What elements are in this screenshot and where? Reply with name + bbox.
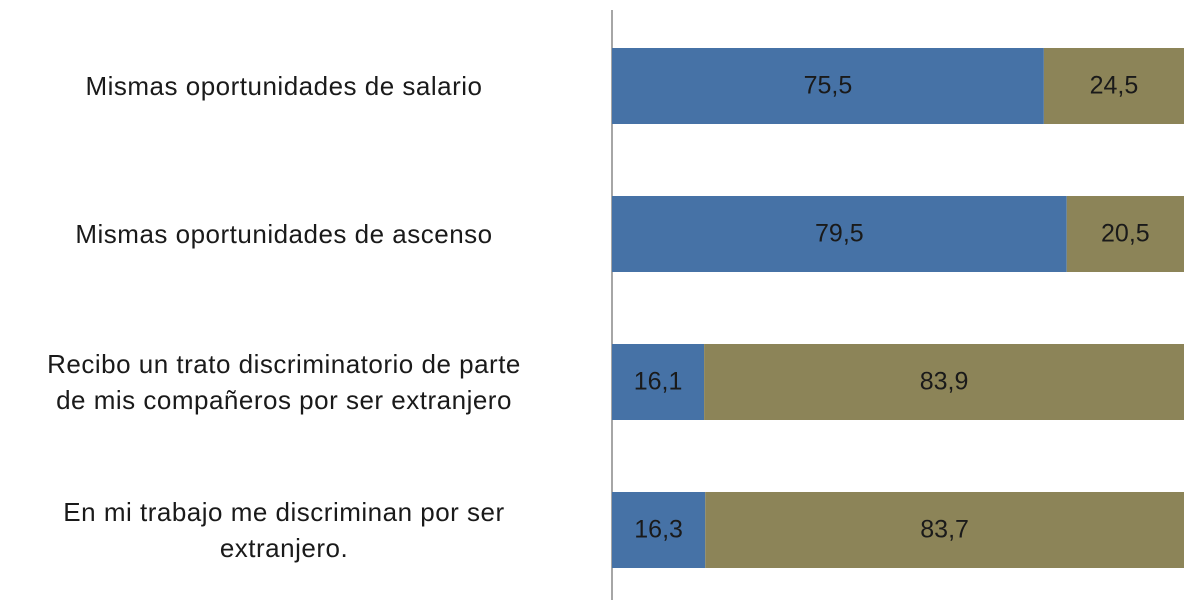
value-label: 79,5: [815, 220, 864, 248]
category-label: Mismas oportunidades de ascenso: [75, 219, 493, 249]
category-label: En mi trabajo me discriminan por ser ext…: [63, 497, 505, 563]
value-label: 20,5: [1101, 220, 1150, 248]
value-label: 83,7: [920, 516, 969, 544]
bar-segment: [1066, 196, 1184, 272]
bar-segment: [612, 344, 705, 420]
bar-segment: [612, 492, 706, 568]
bar-segment: [705, 492, 1184, 568]
bar-segment: [704, 344, 1184, 420]
bar-segment: [1043, 48, 1184, 124]
bar-segment: [612, 196, 1067, 272]
category-label: Mismas oportunidades de salario: [85, 71, 483, 101]
value-label: 24,5: [1090, 72, 1139, 100]
value-label: 16,1: [634, 368, 683, 396]
value-label: 16,3: [634, 516, 683, 544]
value-label: 75,5: [804, 72, 853, 100]
category-label: Recibo un trato discriminatorio de parte…: [47, 349, 521, 415]
value-label: 83,9: [920, 368, 969, 396]
bar-segment: [612, 48, 1044, 124]
